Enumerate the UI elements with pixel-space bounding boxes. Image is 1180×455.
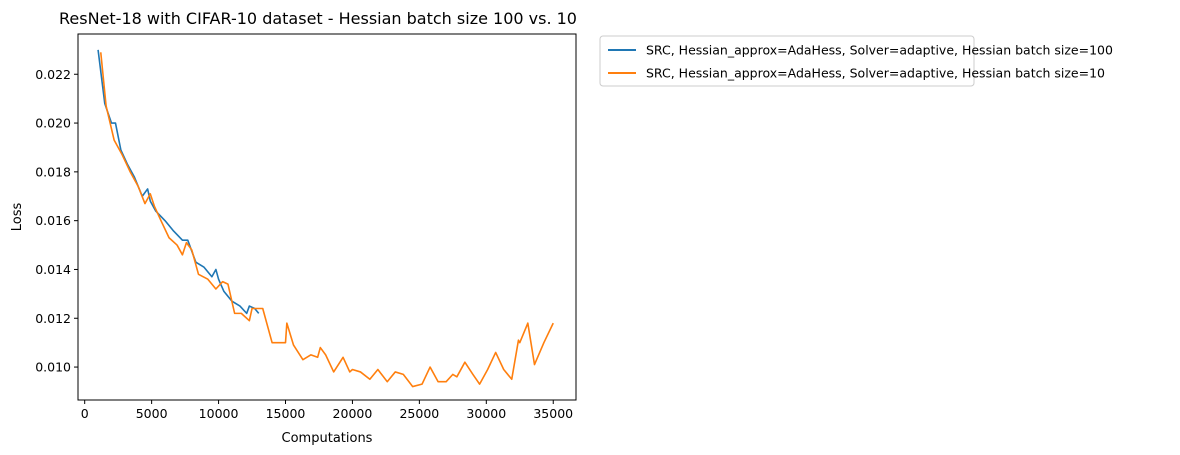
- legend-frame: [599, 35, 975, 87]
- legend-label-series-1: SRC, Hessian_approx=AdaHess, Solver=adap…: [646, 43, 1113, 58]
- plot-area: [77, 33, 577, 401]
- y-axis-label: Loss: [10, 203, 25, 232]
- y-tick-label: 0.020: [35, 116, 71, 131]
- x-tick-label: 35000: [533, 406, 573, 421]
- x-tick-label: 25000: [399, 406, 439, 421]
- y-tick-label: 0.010: [35, 360, 71, 375]
- x-axis-label: Computations: [282, 431, 373, 446]
- axes-frame: [77, 33, 577, 401]
- x-tick-label: 15000: [266, 406, 306, 421]
- series-line-2: [99, 52, 554, 388]
- x-tick-label: 5000: [136, 406, 168, 421]
- x-tick-label: 0: [81, 406, 89, 421]
- series-line-1: [97, 49, 260, 315]
- x-tick-label: 10000: [199, 406, 239, 421]
- y-tick-label: 0.022: [35, 67, 71, 82]
- y-tick-label: 0.016: [35, 213, 71, 228]
- y-axis: 0.010 0.012 0.014 0.016 0.018 0.020 0.022: [35, 67, 78, 375]
- legend-label-series-2: SRC, Hessian_approx=AdaHess, Solver=adap…: [646, 66, 1105, 81]
- series-layer: [97, 49, 554, 388]
- y-tick-label: 0.012: [35, 311, 71, 326]
- y-tick-label: 0.014: [35, 262, 71, 277]
- x-tick-label: 30000: [466, 406, 506, 421]
- chart-title: ResNet-18 with CIFAR-10 dataset - Hessia…: [59, 9, 577, 28]
- y-tick-label: 0.018: [35, 164, 71, 179]
- x-axis: 0 5000 10000 15000 20000 25000 30000 35000: [81, 400, 573, 421]
- x-tick-label: 20000: [333, 406, 373, 421]
- legend: SRC, Hessian_approx=AdaHess, Solver=adap…: [599, 35, 1113, 87]
